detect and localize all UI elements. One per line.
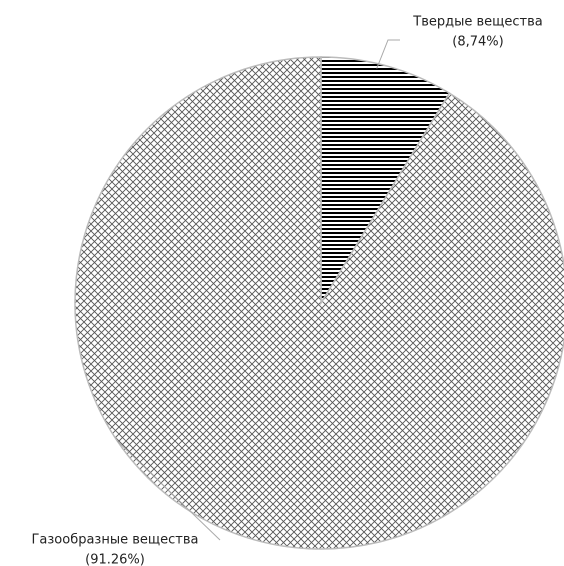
pie-slice [320,56,451,306]
value-label: (8,74%) [452,35,503,50]
pie-slice [74,56,564,550]
value-label: (91.26%) [85,553,145,566]
leader-line [117,440,221,541]
category-label: Твердые вещества [412,15,543,30]
leader-line [376,39,400,69]
category-label: Газообразные вещества [31,533,198,548]
